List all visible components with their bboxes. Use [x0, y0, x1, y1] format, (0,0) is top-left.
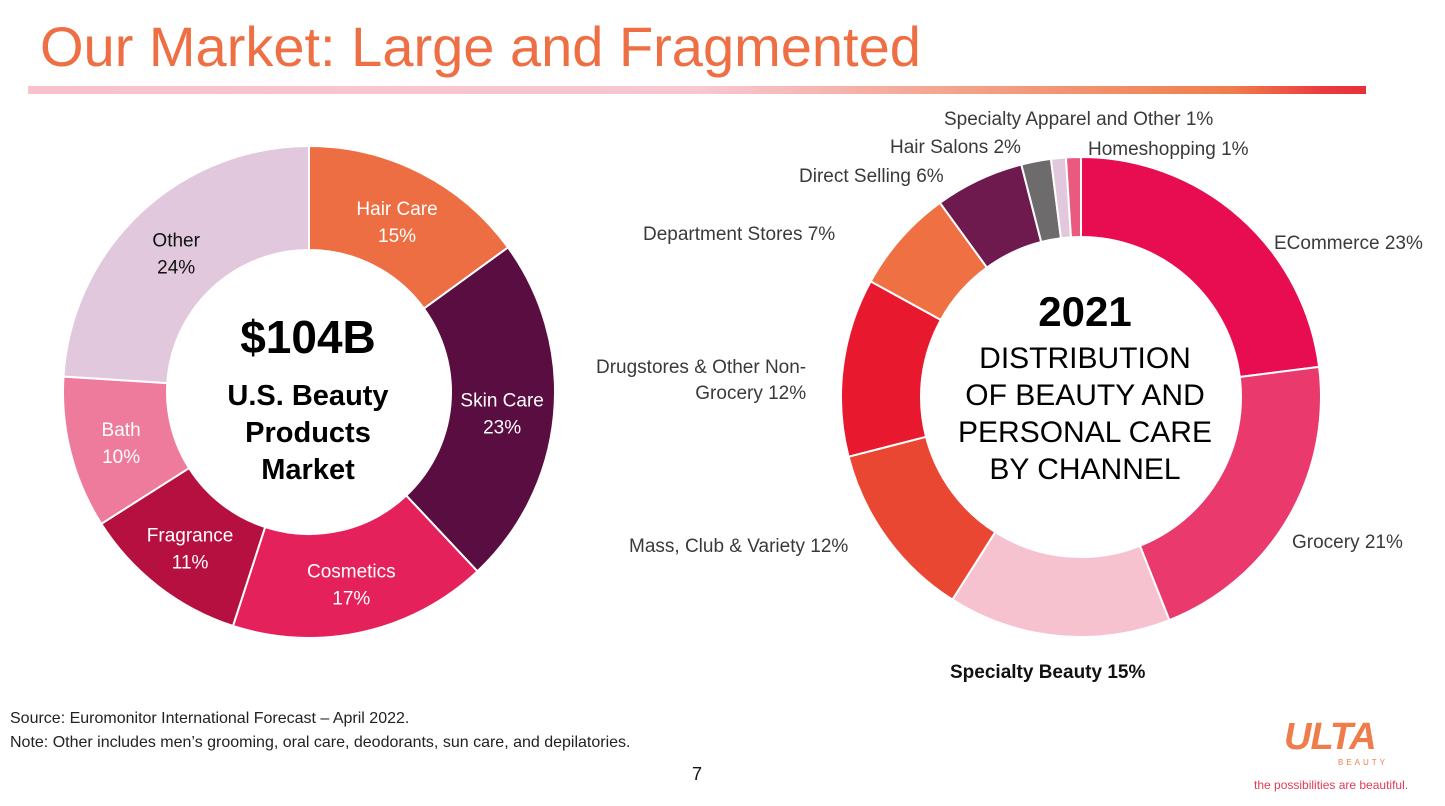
market-center-line-1: U.S. Beauty — [227, 380, 389, 412]
label-department-stores: Department Stores 7% — [643, 224, 836, 245]
market-center: $104B U.S. Beauty Products Market — [208, 310, 408, 489]
market-donut-chart: Hair Care 15% Skin Care 23% Cosmetics 17% Frag… — [62, 144, 556, 639]
title-divider — [28, 86, 1366, 94]
ulta-logo: ULTA — [1284, 716, 1377, 758]
market-center-line-3: Market — [261, 454, 355, 486]
ulta-logo-sub: BEAUTY — [1338, 758, 1389, 767]
market-label-skin-care-name: Skin Care — [460, 390, 543, 411]
market-label-fragrance-pct: 11% — [172, 552, 209, 573]
page-number: 7 — [692, 764, 703, 784]
channel-center-line-4: BY CHANNEL — [989, 453, 1181, 486]
label-hair-salons: Hair Salons 2% — [890, 137, 1021, 158]
label-homeshopping: Homeshopping 1% — [1088, 139, 1249, 160]
market-label-other-name: Other — [152, 231, 200, 252]
label-grocery: Grocery 21% — [1292, 532, 1403, 553]
channel-center-line-2: OF BEAUTY AND — [965, 379, 1205, 412]
channel-center-line-1: DISTRIBUTION — [979, 342, 1191, 375]
market-label-hair-care-name: Hair Care — [356, 199, 437, 220]
ulta-tagline: the possibilities are beautiful. — [1254, 778, 1409, 792]
label-specialty-apparel: Specialty Apparel and Other 1% — [944, 109, 1214, 130]
market-slice-skin-care — [404, 246, 556, 573]
label-specialty-beauty: Specialty Beauty 15% — [950, 662, 1146, 683]
market-slice-other — [62, 144, 310, 385]
channel-center-line-3: PERSONAL CARE — [958, 416, 1212, 449]
market-label-bath-pct: 10% — [102, 447, 140, 468]
label-mass-club: Mass, Club & Variety 12% — [629, 536, 849, 557]
slide-title: Our Market: Large and Fragmented — [40, 15, 921, 78]
channel-slice-ecommerce-23 — [1080, 155, 1321, 379]
channel-donut-chart — [840, 155, 1322, 638]
market-label-hair-care-pct: 15% — [378, 226, 416, 247]
market-center-line-2: Products — [245, 417, 371, 449]
market-slice-cosmetics — [231, 494, 479, 639]
market-total-value: $104B — [240, 311, 376, 363]
label-drugstores: Drugstores & Other Non- Grocery 12% — [596, 355, 806, 407]
market-label-cosmetics-name: Cosmetics — [307, 561, 396, 582]
market-label-cosmetics-pct: 17% — [332, 588, 370, 609]
market-label-skin-care-pct: 23% — [483, 417, 521, 438]
label-direct-selling: Direct Selling 6% — [799, 166, 944, 187]
label-drugstores-line-2: Grocery 12% — [695, 383, 807, 404]
market-label-fragrance-name: Fragrance — [147, 525, 234, 546]
market-label-other-pct: 24% — [157, 258, 195, 279]
label-ecommerce: ECommerce 23% — [1274, 233, 1423, 254]
channel-slice-homeshopping-1 — [1064, 155, 1082, 239]
channel-center: 2021 DISTRIBUTION OF BEAUTY AND PERSONAL… — [935, 288, 1235, 488]
channel-year: 2021 — [1038, 288, 1132, 335]
market-label-bath-name: Bath — [102, 420, 141, 441]
source-note: Source: Euromonitor International Foreca… — [10, 710, 410, 727]
other-note: Note: Other includes men’s grooming, ora… — [10, 734, 631, 751]
label-drugstores-line-1: Drugstores & Other Non- — [596, 357, 807, 378]
